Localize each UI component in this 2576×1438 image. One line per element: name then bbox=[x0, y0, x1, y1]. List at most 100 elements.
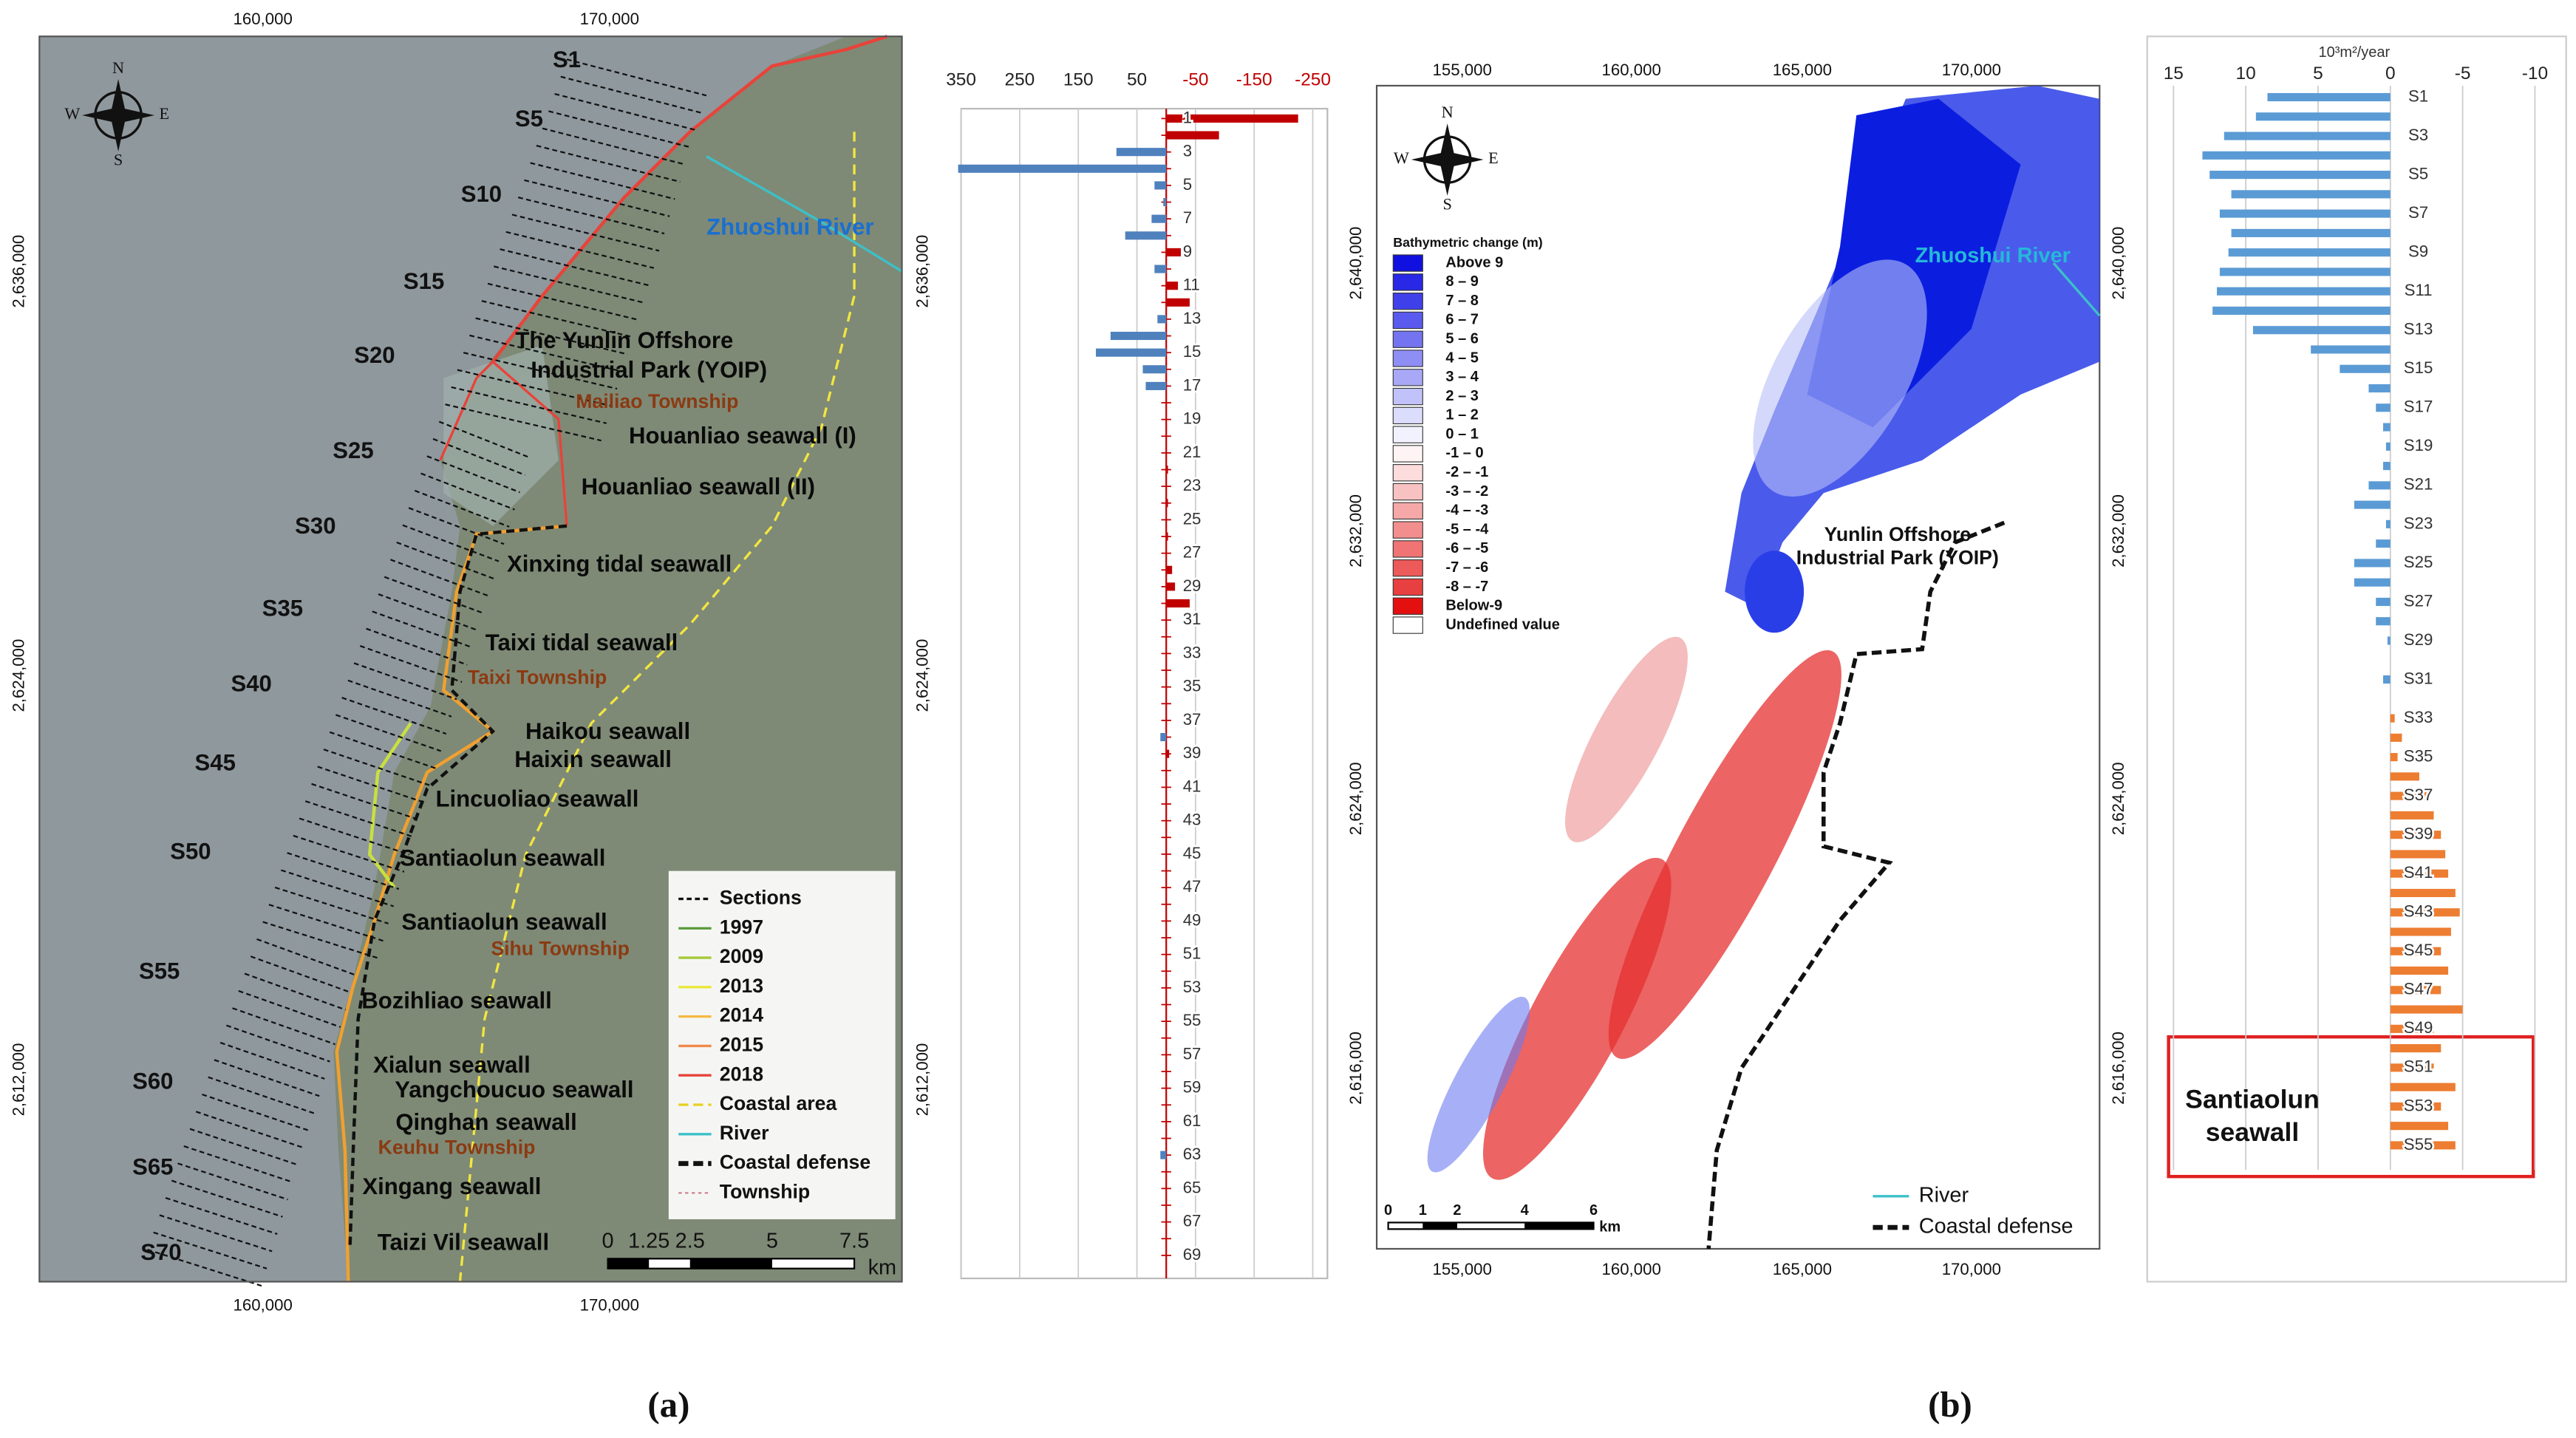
scale-label: 0 bbox=[602, 1230, 614, 1253]
section-line bbox=[219, 1041, 325, 1080]
shoreline bbox=[335, 524, 568, 1282]
map-tick: 2,624,000 bbox=[10, 639, 28, 712]
section-label: S10 bbox=[461, 181, 502, 207]
category-label: 57 bbox=[1183, 1044, 1202, 1063]
section-label: S55 bbox=[139, 958, 180, 984]
legend-label: Below-9 bbox=[1445, 598, 1502, 614]
category-label: S17 bbox=[2404, 398, 2433, 416]
bar bbox=[2390, 1005, 2463, 1014]
section-line bbox=[487, 282, 638, 321]
bar bbox=[1166, 599, 1190, 608]
section-label: S50 bbox=[170, 838, 211, 864]
section-line bbox=[505, 231, 655, 269]
compass-letter: N bbox=[1442, 103, 1454, 121]
map-tick: 170,000 bbox=[1942, 61, 2001, 79]
category-label: S39 bbox=[2404, 825, 2433, 843]
bar bbox=[1154, 181, 1167, 190]
section-line bbox=[494, 265, 644, 304]
category-label: S51 bbox=[2404, 1057, 2433, 1076]
category-label: S35 bbox=[2404, 746, 2433, 765]
x-tick-label: -10 bbox=[2522, 64, 2548, 84]
map-tick: 2,640,000 bbox=[1346, 227, 1365, 300]
category-label: S21 bbox=[2404, 475, 2433, 494]
scale-label: km bbox=[1599, 1219, 1621, 1235]
legend-label: 2009 bbox=[720, 945, 763, 967]
bar bbox=[2390, 850, 2446, 859]
category-label: 51 bbox=[1183, 944, 1202, 963]
section-line bbox=[299, 817, 410, 856]
bar bbox=[2354, 578, 2391, 587]
bar bbox=[2390, 791, 2427, 800]
section-line bbox=[511, 214, 660, 252]
category-label: 55 bbox=[1183, 1011, 1202, 1029]
legend-swatch bbox=[1392, 464, 1423, 482]
category-label: 61 bbox=[1183, 1111, 1202, 1130]
section-line bbox=[225, 1024, 330, 1063]
sections bbox=[147, 58, 707, 1287]
section-line bbox=[353, 662, 457, 701]
section-label: S40 bbox=[231, 671, 271, 697]
place-label: Haixin seawall bbox=[514, 746, 672, 772]
bar bbox=[2219, 209, 2391, 218]
category-label: S29 bbox=[2404, 630, 2433, 649]
category-label: 59 bbox=[1183, 1078, 1202, 1097]
map-frame bbox=[38, 35, 903, 1283]
section-line bbox=[268, 904, 384, 942]
bar bbox=[2255, 112, 2391, 121]
category-label: S1 bbox=[2408, 86, 2428, 105]
category-label: 29 bbox=[1183, 576, 1202, 595]
bar bbox=[2390, 947, 2442, 955]
legend-swatch bbox=[1392, 292, 1423, 310]
section-line bbox=[347, 679, 452, 718]
map-tick: 2,612,000 bbox=[913, 1043, 931, 1117]
legend-label: 2015 bbox=[720, 1033, 763, 1055]
legend-swatch bbox=[1392, 311, 1423, 330]
category-label: 37 bbox=[1183, 710, 1202, 729]
chart-frame bbox=[960, 107, 1329, 1280]
category-label: S43 bbox=[2404, 902, 2433, 921]
category-label: 19 bbox=[1183, 409, 1202, 428]
bar bbox=[2390, 1141, 2456, 1150]
bar bbox=[2390, 869, 2449, 878]
category-label: S7 bbox=[2408, 203, 2428, 222]
section-line bbox=[384, 576, 484, 614]
bar bbox=[1166, 248, 1182, 256]
compass-letter: S bbox=[114, 150, 123, 168]
bar bbox=[2219, 268, 2391, 276]
legend-swatch bbox=[1392, 330, 1423, 348]
section-line bbox=[396, 541, 494, 579]
map-tick: 2,636,000 bbox=[913, 235, 931, 308]
section-line bbox=[153, 1231, 268, 1270]
category-label: 35 bbox=[1183, 677, 1202, 695]
bar bbox=[2382, 423, 2391, 432]
section-line bbox=[202, 1093, 310, 1131]
scale-label: 4 bbox=[1521, 1202, 1530, 1219]
compass-letter: E bbox=[1488, 149, 1499, 167]
x-tick-label: 150 bbox=[1063, 70, 1094, 90]
legend-label: 0 – 1 bbox=[1445, 426, 1478, 442]
bar bbox=[1160, 1151, 1167, 1159]
legend-label: Coastal area bbox=[720, 1092, 837, 1114]
legend-label: 6 – 7 bbox=[1445, 312, 1478, 328]
section-line bbox=[274, 886, 389, 924]
legend-label: River bbox=[720, 1122, 769, 1144]
bar bbox=[2252, 326, 2391, 335]
section-line bbox=[469, 334, 623, 372]
section-label: S45 bbox=[195, 749, 236, 775]
place-label: Yangchoucuo seawall bbox=[395, 1077, 633, 1103]
place-label: Industrial Park (YOIP) bbox=[531, 357, 767, 383]
map-tick: 160,000 bbox=[1601, 61, 1660, 79]
section-line bbox=[451, 386, 607, 424]
category-label: 27 bbox=[1183, 543, 1202, 562]
section-line bbox=[517, 197, 665, 235]
place-label: Houanliao seawall (II) bbox=[582, 474, 815, 500]
bar bbox=[2385, 519, 2391, 528]
legend-swatch bbox=[1392, 369, 1423, 386]
legend-label: Township bbox=[720, 1180, 810, 1202]
bar bbox=[2228, 248, 2391, 257]
place-label: Yunlin Offshore bbox=[1824, 523, 1971, 545]
section-label: S25 bbox=[333, 437, 373, 463]
section-line bbox=[341, 697, 447, 735]
legend-swatch bbox=[1392, 406, 1423, 425]
coastal-area bbox=[458, 132, 856, 1282]
